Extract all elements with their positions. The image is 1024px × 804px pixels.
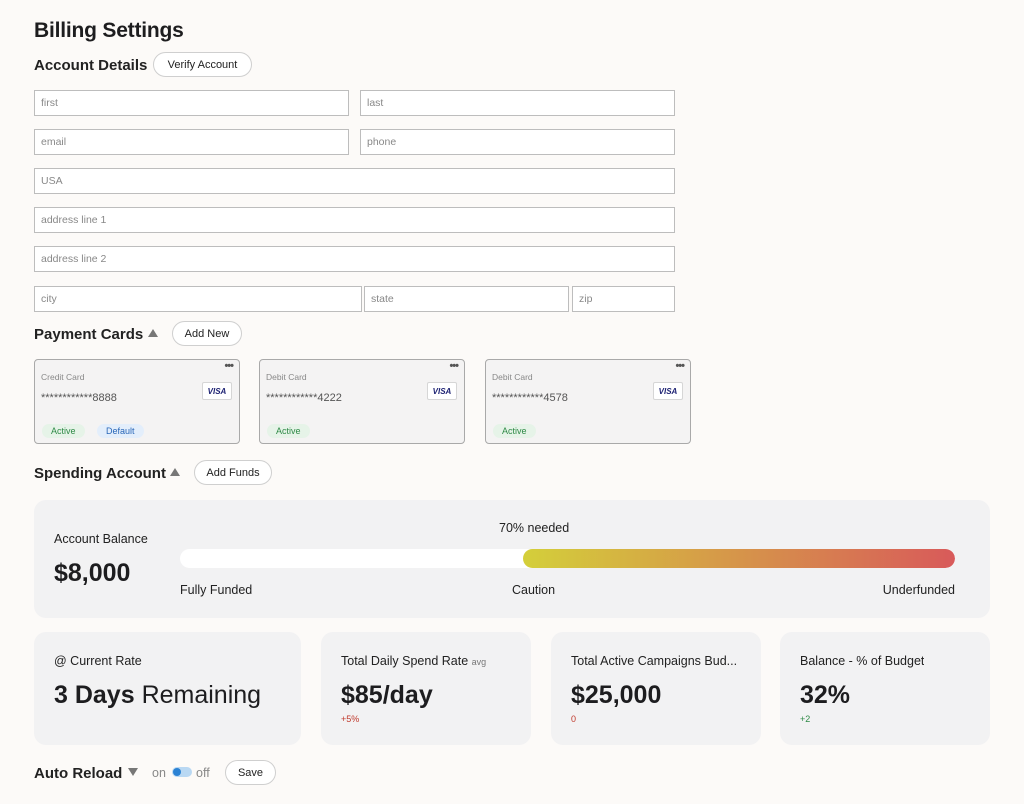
state-field[interactable]: state	[364, 286, 569, 312]
collapse-caret-icon[interactable]	[148, 329, 158, 337]
add-new-card-button[interactable]: Add New	[172, 321, 242, 346]
stat-card-daily-spend: Total Daily Spend Rate avg $85/day +5%	[321, 632, 531, 745]
stat-value: $85/day	[341, 681, 433, 709]
auto-reload-toggle[interactable]	[172, 767, 192, 777]
status-badge: Active	[42, 424, 85, 438]
funding-bar-fill	[523, 549, 955, 568]
verify-account-button[interactable]: Verify Account	[153, 52, 252, 77]
stat-value: 3 Days Remaining	[54, 681, 262, 709]
address-line-1-field[interactable]: address line 1	[34, 207, 675, 233]
stat-value: $25,000	[571, 681, 662, 709]
visa-logo-icon: VISA	[427, 382, 457, 400]
payment-cards-title: Payment Cards	[34, 326, 144, 343]
stat-card-current-rate: @ Current Rate 3 Days Remaining	[34, 632, 301, 745]
card-number: ************4222	[266, 392, 342, 404]
funding-bar	[180, 549, 955, 568]
stat-label: @ Current Rate	[54, 654, 142, 668]
phone-field[interactable]: phone	[360, 129, 675, 155]
stat-label: Total Daily Spend Rate avg	[341, 654, 487, 668]
card-number: ************4578	[492, 392, 568, 404]
card-menu-icon[interactable]: •••	[675, 360, 685, 372]
payment-card-3[interactable]: ••• Debit Card ************4578 VISA Act…	[485, 359, 691, 444]
stat-label: Total Active Campaigns Bud...	[571, 654, 738, 668]
stat-delta: +5%	[341, 714, 360, 724]
stat-card-campaigns-budget: Total Active Campaigns Bud... $25,000 0	[551, 632, 761, 745]
last-name-field[interactable]: last	[360, 90, 675, 116]
visa-logo-icon: VISA	[653, 382, 683, 400]
card-menu-icon[interactable]: •••	[449, 360, 459, 372]
card-menu-icon[interactable]: •••	[224, 360, 234, 372]
payment-card-2[interactable]: ••• Debit Card ************4222 VISA Act…	[259, 359, 465, 444]
balance-value: $8,000	[54, 559, 131, 587]
stat-value: 32%	[800, 681, 851, 709]
first-name-field[interactable]: first	[34, 90, 349, 116]
scale-label-underfunded: Underfunded	[882, 583, 955, 597]
default-badge: Default	[97, 424, 144, 438]
stat-label: Balance - % of Budget	[800, 654, 925, 668]
account-details-title: Account Details	[34, 57, 148, 74]
stat-delta: +2	[800, 714, 811, 724]
stat-delta: 0	[571, 714, 577, 724]
stat-card-balance-percent: Balance - % of Budget 32% +2	[780, 632, 990, 745]
status-badge: Active	[267, 424, 310, 438]
payment-card-1[interactable]: ••• Credit Card ************8888 VISA Ac…	[34, 359, 240, 444]
visa-logo-icon: VISA	[202, 382, 232, 400]
add-funds-button[interactable]: Add Funds	[194, 460, 272, 485]
spending-account-title: Spending Account	[34, 465, 166, 482]
toggle-knob	[173, 768, 181, 776]
collapse-caret-icon[interactable]	[170, 468, 180, 476]
toggle-on-label: on	[152, 766, 166, 780]
card-type: Debit Card	[266, 372, 307, 382]
page-title: Billing Settings	[34, 19, 184, 42]
status-badge: Active	[493, 424, 536, 438]
auto-reload-title: Auto Reload	[34, 765, 123, 782]
email-field[interactable]: email	[34, 129, 349, 155]
card-number: ************8888	[41, 392, 117, 404]
address-line-2-field[interactable]: address line 2	[34, 246, 675, 272]
card-type: Debit Card	[492, 372, 533, 382]
card-type: Credit Card	[41, 372, 85, 382]
scale-label-caution: Caution	[512, 583, 556, 597]
balance-label: Account Balance	[54, 532, 148, 546]
expand-caret-icon[interactable]	[128, 768, 138, 776]
scale-label-fully-funded: Fully Funded	[180, 583, 253, 597]
save-button[interactable]: Save	[225, 760, 276, 785]
zip-field[interactable]: zip	[572, 286, 675, 312]
needed-label: 70% needed	[499, 521, 570, 535]
toggle-off-label: off	[196, 766, 210, 780]
country-field[interactable]: USA	[34, 168, 675, 194]
city-field[interactable]: city	[34, 286, 362, 312]
balance-panel: Account Balance $8,000 70% needed Fully …	[34, 500, 990, 618]
